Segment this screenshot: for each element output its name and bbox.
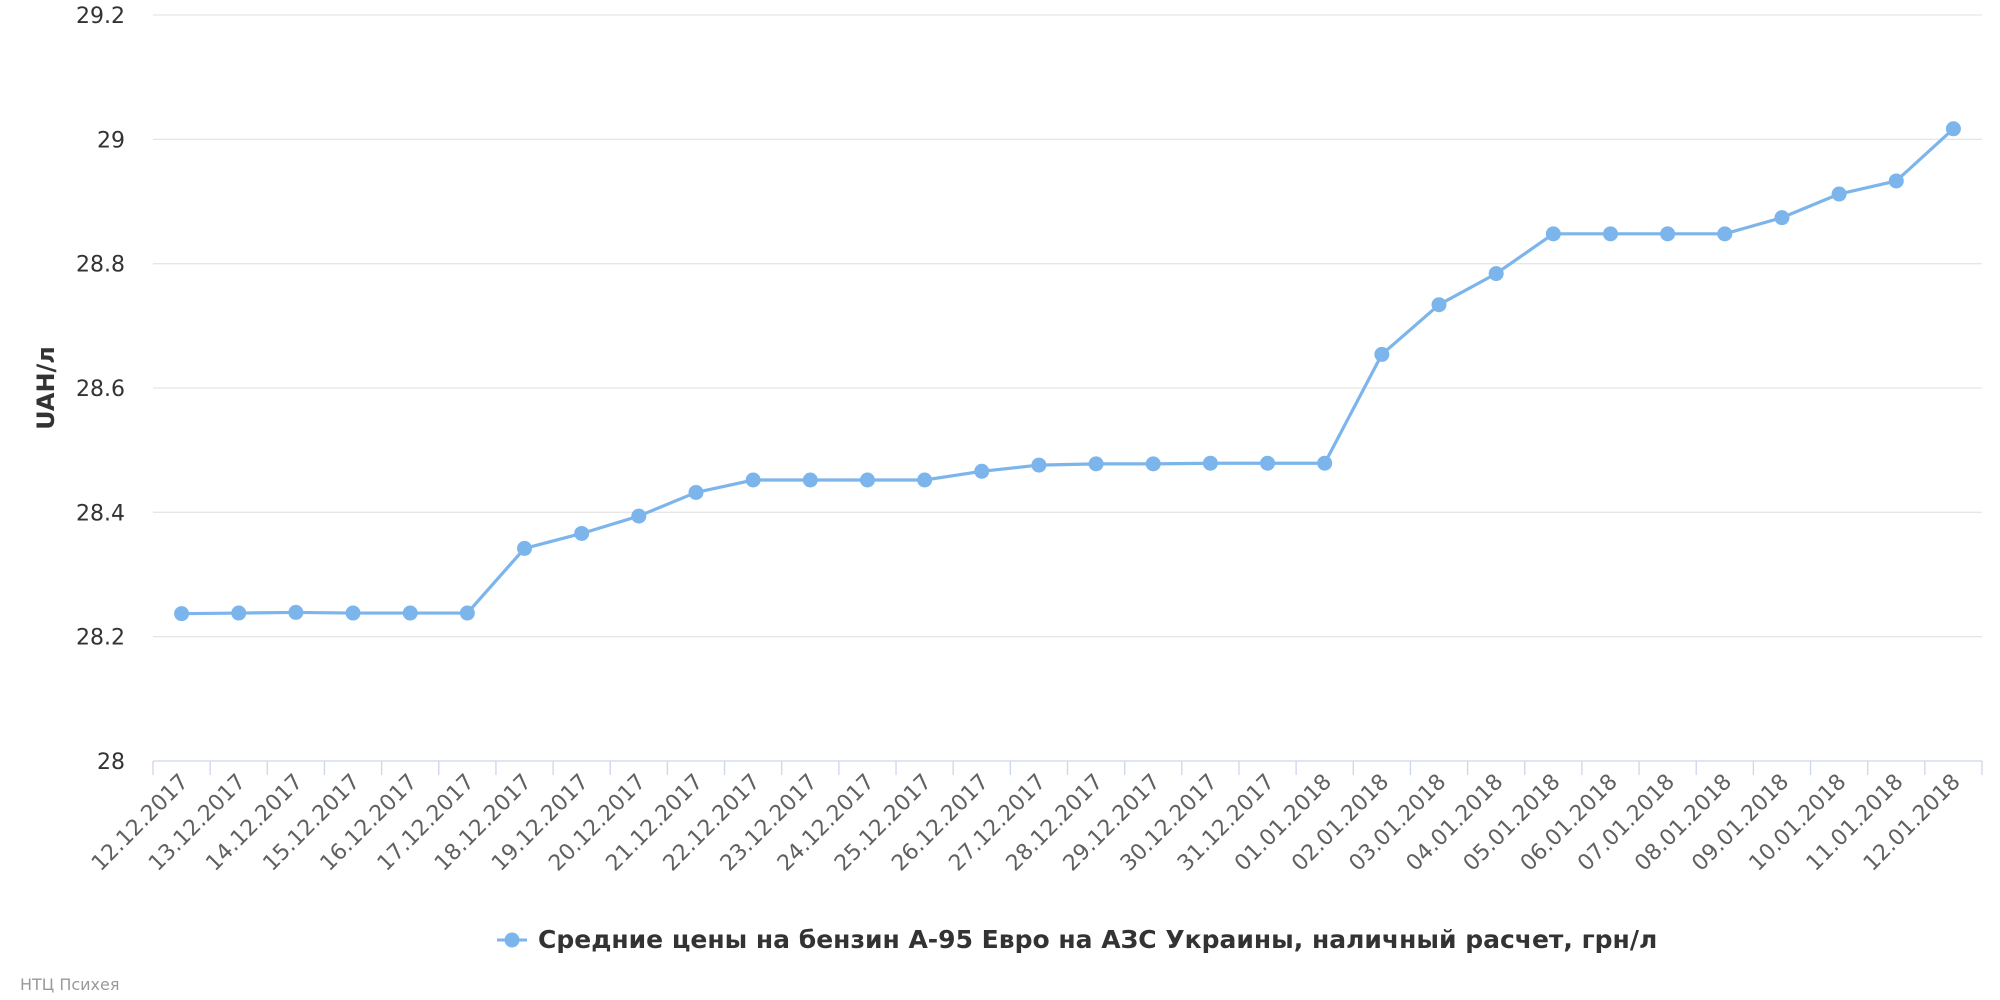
data-point[interactable] <box>288 604 304 620</box>
y-tick-label: 28.6 <box>76 377 125 402</box>
data-point[interactable] <box>974 463 990 479</box>
data-point[interactable] <box>1488 266 1504 282</box>
y-tick-label: 28 <box>97 750 125 775</box>
series <box>174 121 1961 622</box>
data-point[interactable] <box>1374 346 1390 362</box>
legend-label[interactable]: Средние цены на бензин А-95 Евро на АЗС … <box>538 925 1657 954</box>
data-point[interactable] <box>231 605 247 621</box>
data-point[interactable] <box>1260 455 1276 471</box>
y-tick-label: 29 <box>97 128 125 153</box>
data-point[interactable] <box>1088 456 1104 472</box>
y-tick-label: 28.8 <box>76 253 125 278</box>
data-point[interactable] <box>345 605 361 621</box>
data-point[interactable] <box>517 540 533 556</box>
data-point[interactable] <box>802 472 818 488</box>
data-point[interactable] <box>1317 455 1333 471</box>
credits[interactable]: НТЦ Психея <box>20 975 119 994</box>
y-tick-label: 29.2 <box>76 4 125 29</box>
data-point[interactable] <box>917 472 933 488</box>
data-point[interactable] <box>402 605 418 621</box>
data-point[interactable] <box>1717 226 1733 242</box>
data-point[interactable] <box>1831 186 1847 202</box>
data-point[interactable] <box>1602 226 1618 242</box>
data-point[interactable] <box>631 508 647 524</box>
data-point[interactable] <box>688 484 704 500</box>
data-point[interactable] <box>459 605 475 621</box>
data-point[interactable] <box>1660 226 1676 242</box>
data-point[interactable] <box>1545 226 1561 242</box>
legend[interactable]: Средние цены на бензин А-95 Евро на АЗС … <box>497 925 1657 954</box>
x-axis: 12.12.201713.12.201714.12.201715.12.2017… <box>87 760 1983 876</box>
grid-lines <box>153 14 1982 638</box>
data-point[interactable] <box>1431 297 1447 313</box>
data-point[interactable] <box>1945 121 1961 137</box>
data-point[interactable] <box>1145 456 1161 472</box>
y-tick-label: 28.4 <box>76 501 125 526</box>
y-axis-title: UAH/л <box>32 346 60 430</box>
data-point[interactable] <box>745 472 761 488</box>
data-point[interactable] <box>574 525 590 541</box>
y-tick-label: 28.2 <box>76 626 125 651</box>
y-axis: 28 28.2 28.4 28.6 28.8 29 29.2 <box>76 4 125 775</box>
data-point[interactable] <box>174 606 190 622</box>
data-point[interactable] <box>859 472 875 488</box>
series-line <box>179 127 1956 616</box>
data-point[interactable] <box>1888 173 1904 189</box>
data-point[interactable] <box>1774 210 1790 226</box>
data-point[interactable] <box>1202 455 1218 471</box>
legend-marker-dot <box>504 932 520 948</box>
data-point[interactable] <box>1031 457 1047 473</box>
